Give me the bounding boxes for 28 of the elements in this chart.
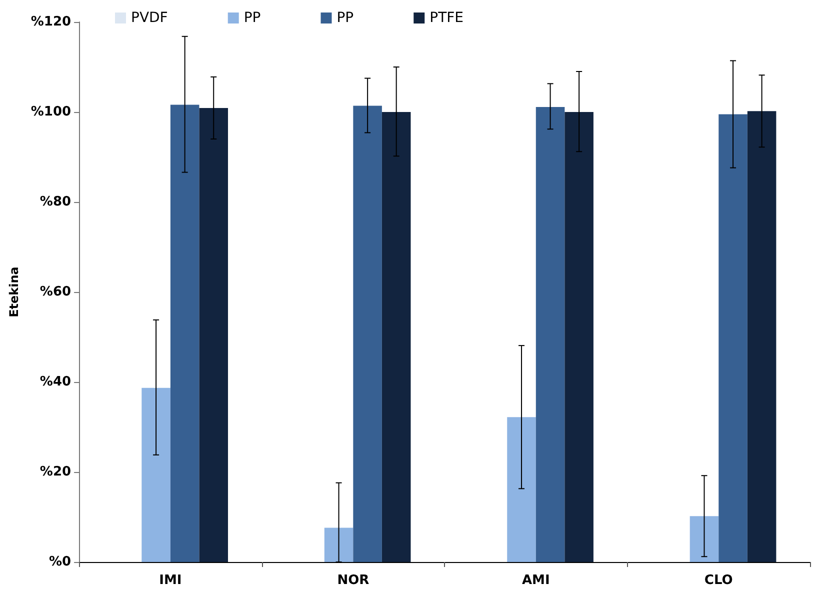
bar: [564, 112, 594, 562]
x-tick-label: IMI: [159, 573, 182, 588]
bar: [718, 114, 748, 562]
bar: [690, 516, 719, 562]
bar: [353, 106, 382, 562]
bar: [199, 108, 228, 562]
x-tick-label: AMI: [522, 573, 550, 588]
bar: [382, 112, 411, 562]
bar: [747, 111, 776, 562]
y-tick-label: %60: [40, 284, 72, 300]
y-tick-label: %120: [30, 14, 72, 30]
legend-label: PTFE: [430, 10, 464, 26]
bar: [324, 528, 354, 562]
bar: [536, 107, 565, 562]
y-tick-label: %40: [40, 374, 72, 390]
y-axis-title: Etekina: [7, 266, 21, 318]
legend-label: PP: [244, 10, 261, 26]
y-tick-label: %80: [40, 194, 72, 210]
bar: [170, 104, 200, 562]
x-tick-label: NOR: [337, 573, 370, 588]
legend-label: PP: [336, 10, 354, 26]
y-tick-label: %100: [30, 104, 72, 120]
bar: [142, 388, 170, 562]
legend-label: PVDF: [131, 10, 168, 26]
bar: [507, 417, 536, 562]
x-tick-label: CLO: [704, 573, 733, 588]
y-tick-label: %0: [48, 554, 72, 570]
y-tick-label: %20: [40, 464, 72, 480]
